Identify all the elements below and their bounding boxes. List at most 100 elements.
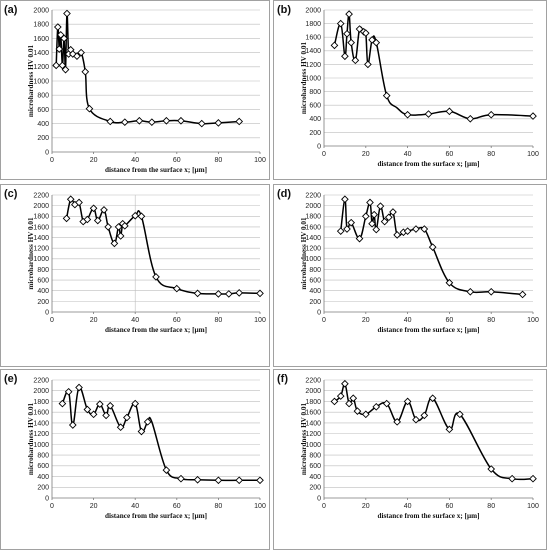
y-tick-label: 1800 <box>305 214 321 221</box>
data-point <box>83 215 92 224</box>
data-point <box>345 10 353 18</box>
data-point <box>123 413 131 422</box>
y-tick-label: 600 <box>37 277 49 284</box>
data-point <box>75 383 83 392</box>
data-point <box>162 466 171 474</box>
y-tick-label: 1200 <box>305 62 321 69</box>
data-point <box>110 239 119 248</box>
x-tick-label: 80 <box>215 317 223 324</box>
data-point <box>372 402 381 411</box>
data-point <box>382 399 391 408</box>
data-point <box>100 206 108 214</box>
data-point <box>487 110 496 119</box>
panel-frame <box>273 369 547 550</box>
data-point <box>235 117 244 126</box>
data-point <box>330 41 339 50</box>
panel-label: (e) <box>4 373 18 385</box>
data-point <box>66 195 75 204</box>
panel-frame <box>0 369 270 550</box>
data-point <box>137 427 146 436</box>
data-point <box>487 287 496 296</box>
x-tick-label: 100 <box>254 503 266 510</box>
y-tick-label: 200 <box>37 135 49 142</box>
x-tick-label: 100 <box>527 317 539 324</box>
x-tick-label: 20 <box>362 151 370 158</box>
data-point <box>403 110 412 119</box>
y-tick-label: 800 <box>309 267 321 274</box>
y-tick-label: 400 <box>37 474 49 481</box>
y-tick-label: 1000 <box>305 256 321 263</box>
y-tick-label: 1800 <box>33 214 49 221</box>
chart-panel-e: 0200400600800100012001400160018002000220… <box>0 369 270 550</box>
data-point <box>61 65 70 74</box>
panel-frame <box>273 0 547 180</box>
x-axis-title: distance from the surface x; [µm] <box>105 512 207 520</box>
y-tick-label: 0 <box>317 495 321 502</box>
data-point <box>63 9 71 18</box>
y-tick-label: 800 <box>309 89 321 96</box>
data-point <box>116 232 125 240</box>
data-point <box>73 52 81 60</box>
panel-label: (f) <box>277 373 288 385</box>
data-point <box>420 225 429 233</box>
data-point <box>60 34 68 43</box>
data-point <box>120 118 129 127</box>
y-tick-label: 1600 <box>33 36 49 43</box>
y-tick-label: 1200 <box>305 431 321 438</box>
y-tick-label: 200 <box>309 485 321 492</box>
x-tick-label: 40 <box>404 317 412 324</box>
data-point <box>456 410 464 419</box>
panel-label: (d) <box>277 188 291 200</box>
data-point <box>428 243 437 251</box>
data-point <box>64 387 73 396</box>
data-point <box>256 476 264 485</box>
x-tick-label: 0 <box>322 151 326 158</box>
y-tick-label: 1600 <box>33 224 49 231</box>
x-tick-label: 100 <box>254 157 266 164</box>
panel-frame <box>0 0 270 180</box>
y-tick-label: 2000 <box>33 203 49 210</box>
y-tick-label: 600 <box>37 107 49 114</box>
data-point <box>380 217 389 226</box>
y-tick-label: 400 <box>309 116 321 123</box>
y-tick-label: 2200 <box>33 192 49 199</box>
data-point <box>193 289 202 298</box>
data-point <box>445 107 454 116</box>
data-point <box>55 45 64 53</box>
y-tick-label: 1600 <box>305 410 321 417</box>
data-point <box>341 52 349 61</box>
x-tick-label: 80 <box>487 503 495 510</box>
data-point <box>487 465 496 473</box>
data-point <box>445 425 454 434</box>
x-axis-title: distance from the surface x; [µm] <box>377 326 479 334</box>
x-tick-label: 40 <box>131 317 139 324</box>
data-point <box>68 421 77 429</box>
x-tick-label: 20 <box>362 317 370 324</box>
y-tick-label: 400 <box>37 121 49 128</box>
y-tick-label: 2000 <box>305 203 321 210</box>
data-point <box>341 379 349 388</box>
data-point <box>330 397 339 406</box>
data-point <box>135 116 144 125</box>
x-tick-label: 40 <box>404 151 412 158</box>
data-point <box>256 289 264 298</box>
data-point <box>466 114 475 123</box>
x-tick-label: 20 <box>90 503 98 510</box>
y-axis-title: microhardness HV 0.01 <box>300 41 308 114</box>
y-tick-label: 600 <box>309 103 321 110</box>
x-tick-label: 80 <box>215 503 223 510</box>
y-tick-label: 1000 <box>305 75 321 82</box>
y-tick-label: 2000 <box>33 388 49 395</box>
data-point <box>131 399 140 408</box>
data-point <box>137 212 146 221</box>
x-tick-label: 40 <box>131 503 139 510</box>
x-tick-label: 60 <box>446 317 454 324</box>
data-point <box>347 218 356 227</box>
y-tick-label: 1800 <box>305 21 321 28</box>
data-point <box>351 56 360 65</box>
y-tick-label: 1400 <box>33 235 49 242</box>
y-axis-title: microhardness HV 0.01 <box>300 217 308 290</box>
data-point <box>393 417 401 426</box>
y-tick-label: 1200 <box>33 431 49 438</box>
